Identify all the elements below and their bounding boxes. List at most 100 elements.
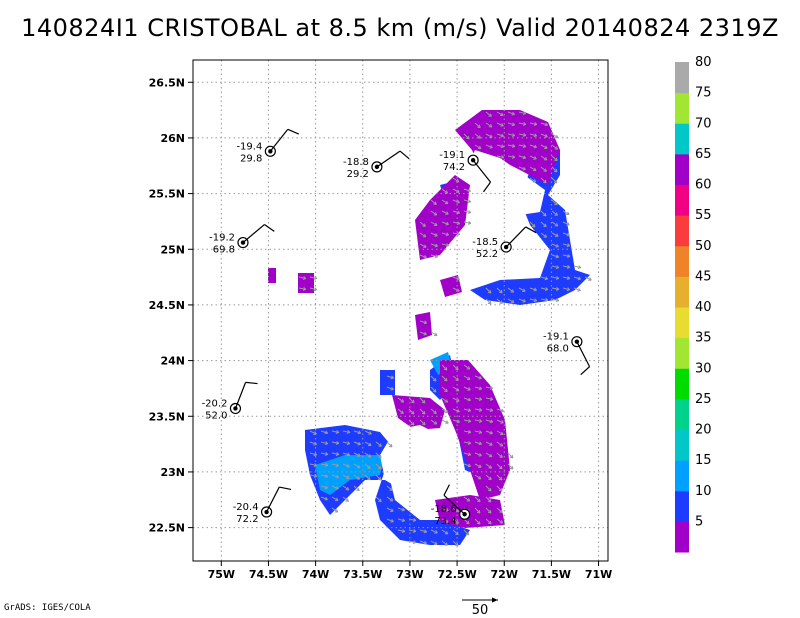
wind-arrow-head: [314, 452, 318, 456]
wind-arrow-head: [468, 463, 471, 467]
wind-arrow: [364, 452, 371, 458]
wind-arrow: [518, 287, 526, 292]
wind-arrow: [452, 199, 460, 204]
wind-barb-flag: [264, 224, 275, 232]
wind-arrow: [342, 430, 350, 433]
shaded-region: [392, 395, 445, 430]
wind-arrow-head: [457, 232, 461, 235]
wind-arrow: [540, 122, 548, 126]
wind-arrow-head: [534, 287, 537, 291]
wind-arrow-head: [490, 408, 494, 411]
wind-arrow: [463, 199, 471, 203]
wind-arrow: [353, 452, 361, 457]
y-tick-label: 22.5N: [149, 522, 185, 535]
wind-arrow-head: [478, 498, 481, 502]
wind-arrow-head: [379, 465, 382, 470]
station-wind: 29.8: [240, 153, 262, 164]
wind-arrow: [441, 507, 449, 512]
wind-arrow-head: [489, 113, 492, 117]
wind-arrow: [320, 441, 328, 445]
wind-arrow: [518, 133, 526, 136]
wind-arrow: [408, 518, 416, 521]
wind-arrow-head: [390, 443, 393, 448]
wind-arrow: [463, 364, 470, 370]
wind-arrow: [463, 441, 471, 444]
colorbar-label: 50: [695, 239, 712, 254]
station-wind: 69.8: [213, 245, 235, 256]
wind-arrow: [562, 276, 570, 279]
colorbar-label: 25: [695, 392, 712, 407]
wind-arrow-head: [434, 388, 437, 393]
wind-arrow: [540, 177, 547, 184]
station-temp: -19.4: [236, 141, 262, 152]
wind-arrow: [375, 496, 382, 503]
wind-arrow-head: [456, 531, 459, 535]
wind-arrow-head: [589, 277, 592, 281]
wind-arrow: [474, 496, 481, 503]
wind-arrow-head: [445, 377, 448, 382]
wind-arrow: [430, 408, 437, 414]
wind-arrow-head: [567, 232, 570, 236]
wind-arrow: [540, 287, 548, 291]
wind-barb: [269, 128, 289, 152]
wind-arrow-head: [336, 440, 340, 444]
wind-arrow: [485, 463, 492, 469]
wind-arrow-head: [489, 498, 492, 503]
colorbar-label: 80: [695, 55, 712, 70]
wind-arrow-head: [468, 397, 471, 401]
wind-arrow: [474, 507, 481, 514]
wind-arrow: [562, 265, 570, 268]
wind-arrow: [474, 430, 482, 434]
wind-arrow-head: [446, 409, 449, 413]
wind-arrow: [496, 452, 503, 458]
wind-arrow-head: [423, 399, 426, 404]
wind-arrow: [353, 463, 361, 469]
shaded-region: [440, 360, 510, 500]
wind-arrow: [320, 430, 328, 434]
wind-arrow: [485, 518, 492, 525]
wind-arrow: [320, 474, 328, 478]
wind-arrow: [551, 254, 559, 258]
colorbar-label: 60: [695, 178, 712, 193]
wind-arrow: [342, 441, 350, 445]
colorbar-swatch: [675, 184, 689, 216]
wind-arrow: [485, 298, 492, 305]
wind-arrow-head: [578, 276, 582, 280]
colorbar-label: 5: [695, 514, 703, 529]
wind-arrow: [452, 188, 460, 193]
wind-arrow-head: [490, 386, 494, 389]
wind-arrow-head: [479, 375, 482, 379]
wind-barb: [242, 224, 265, 244]
wind-arrow: [452, 221, 460, 225]
wind-arrow: [551, 133, 559, 139]
wind-arrow-head: [501, 431, 504, 435]
wind-arrow-head: [479, 464, 482, 468]
colorbar-swatch: [675, 276, 689, 308]
wind-arrow: [452, 177, 460, 183]
wind-arrow: [309, 276, 317, 279]
wind-arrow: [540, 210, 547, 217]
wind-arrow-head: [325, 496, 328, 500]
wind-arrow-head: [500, 509, 503, 513]
wind-arrow: [331, 474, 339, 478]
wind-arrow: [485, 287, 492, 294]
wind-arrow-head: [578, 265, 582, 269]
wind-arrow-head: [534, 122, 538, 125]
wind-arrow-head: [556, 243, 559, 247]
wind-arrow: [441, 386, 448, 393]
wind-arrow: [452, 507, 460, 513]
wind-arrow-head: [545, 276, 549, 280]
wind-arrow-head: [500, 487, 503, 492]
wind-arrow-head: [413, 540, 417, 544]
wind-arrow-head: [556, 298, 560, 301]
colorbar-swatch: [675, 245, 689, 277]
station-plot: -19.174.2: [439, 150, 492, 193]
wind-arrow: [507, 463, 514, 470]
wind-arrow: [463, 496, 470, 502]
wind-arrow: [463, 188, 471, 192]
wind-arrow: [518, 144, 526, 148]
colorbar-swatch: [675, 398, 689, 430]
wind-arrow: [551, 243, 559, 248]
wind-arrow: [364, 441, 372, 446]
wind-arrow: [474, 463, 482, 468]
